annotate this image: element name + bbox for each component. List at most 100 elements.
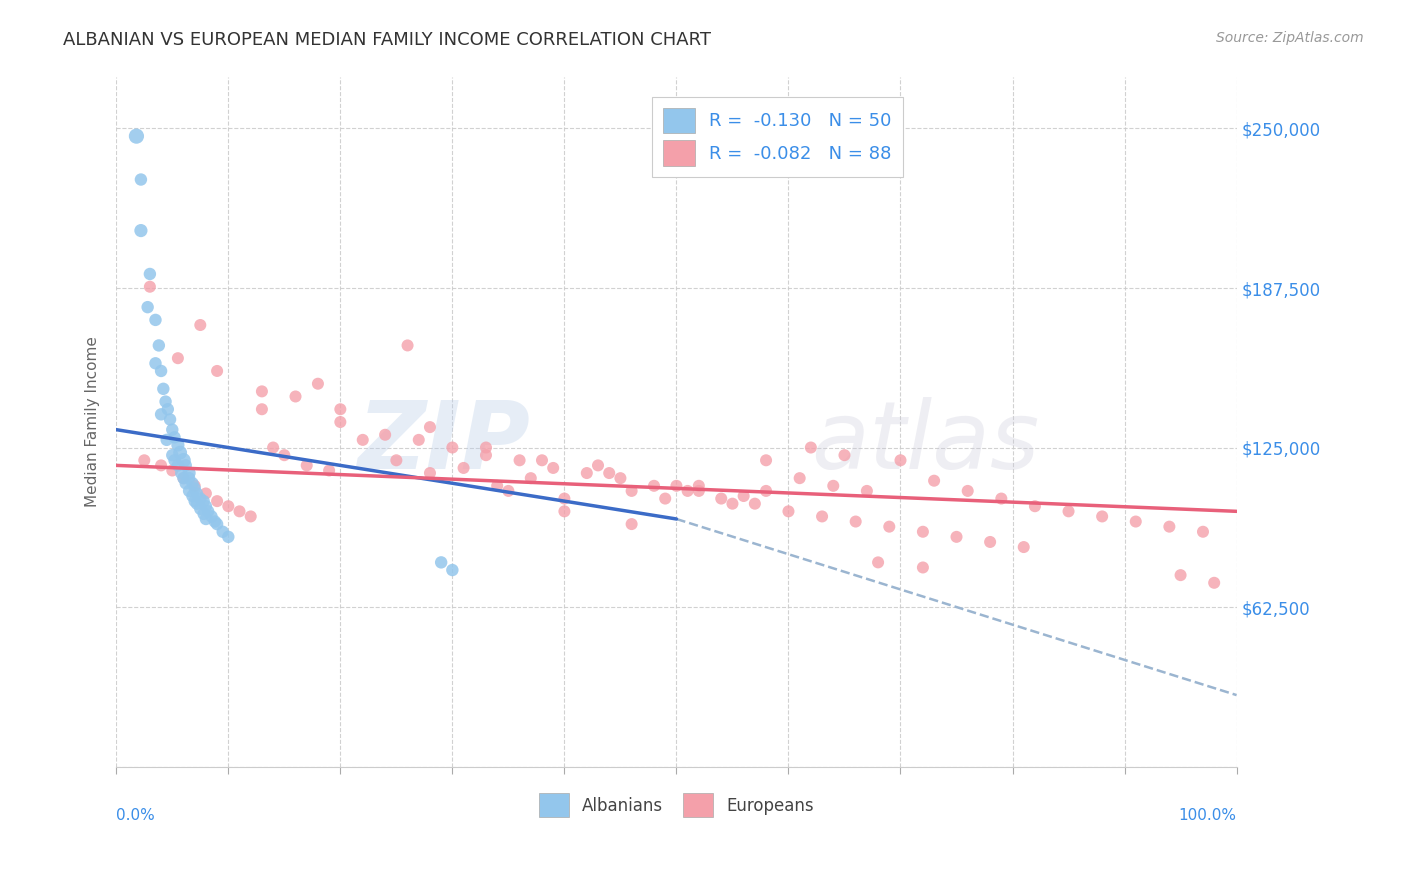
Point	[156, 433, 179, 447]
Point	[167, 438, 190, 452]
Text: ALBANIAN VS EUROPEAN MEDIAN FAMILY INCOME CORRELATION CHART: ALBANIAN VS EUROPEAN MEDIAN FAMILY INCOM…	[63, 31, 711, 49]
Point	[889, 453, 911, 467]
Point	[486, 479, 509, 493]
Point	[200, 509, 222, 524]
Point	[193, 507, 215, 521]
Point	[129, 223, 152, 237]
Point	[419, 466, 441, 480]
Point	[163, 430, 186, 444]
Point	[273, 448, 295, 462]
Point	[811, 509, 834, 524]
Point	[845, 515, 868, 529]
Point	[162, 448, 184, 462]
Point	[620, 517, 643, 532]
Point	[139, 267, 162, 281]
Point	[136, 300, 159, 314]
Point	[688, 479, 710, 493]
Point	[396, 338, 419, 352]
Point	[250, 384, 273, 399]
Point	[186, 486, 208, 500]
Text: atlas: atlas	[811, 397, 1039, 488]
Point	[262, 441, 284, 455]
Point	[183, 481, 205, 495]
Legend: Albanians, Europeans: Albanians, Europeans	[531, 787, 821, 823]
Point	[441, 441, 464, 455]
Point	[284, 389, 307, 403]
Point	[295, 458, 318, 473]
Point	[177, 483, 200, 498]
Point	[188, 491, 211, 506]
Point	[239, 509, 262, 524]
Point	[979, 535, 1001, 549]
Point	[509, 453, 531, 467]
Point	[181, 476, 204, 491]
Point	[956, 483, 979, 498]
Point	[823, 479, 845, 493]
Point	[177, 466, 200, 480]
Point	[654, 491, 676, 506]
Point	[129, 172, 152, 186]
Point	[183, 494, 205, 508]
Point	[430, 555, 453, 569]
Point	[173, 471, 195, 485]
Point	[217, 530, 239, 544]
Point	[329, 402, 352, 417]
Point	[676, 483, 699, 498]
Point	[307, 376, 329, 391]
Point	[162, 463, 184, 477]
Point	[598, 466, 620, 480]
Point	[609, 471, 631, 485]
Point	[541, 461, 564, 475]
Point	[530, 453, 553, 467]
Point	[211, 524, 233, 539]
Point	[643, 479, 665, 493]
Point	[186, 497, 208, 511]
Point	[205, 494, 228, 508]
Point	[733, 489, 755, 503]
Point	[169, 445, 191, 459]
Point	[520, 471, 543, 485]
Point	[553, 491, 575, 506]
Point	[173, 453, 195, 467]
Point	[945, 530, 967, 544]
Point	[188, 318, 211, 332]
Point	[173, 471, 195, 485]
Point	[145, 356, 167, 370]
Point	[163, 453, 186, 467]
Point	[156, 402, 179, 417]
Point	[385, 453, 408, 467]
Point	[1024, 500, 1046, 514]
Point	[419, 420, 441, 434]
Point	[194, 486, 217, 500]
Point	[177, 471, 200, 485]
Point	[183, 479, 205, 493]
Point	[162, 423, 184, 437]
Point	[710, 491, 733, 506]
Point	[778, 504, 800, 518]
Point	[205, 517, 228, 532]
Point	[194, 500, 217, 514]
Point	[1192, 524, 1215, 539]
Point	[408, 433, 430, 447]
Point	[665, 479, 688, 493]
Text: 0.0%: 0.0%	[117, 808, 155, 823]
Point	[877, 519, 900, 533]
Text: 100.0%: 100.0%	[1178, 808, 1237, 823]
Point	[688, 483, 710, 498]
Point	[150, 364, 173, 378]
Point	[150, 408, 173, 422]
Point	[193, 494, 215, 508]
Point	[167, 351, 190, 366]
Point	[318, 463, 340, 477]
Point	[1170, 568, 1192, 582]
Point	[250, 402, 273, 417]
Point	[155, 394, 177, 409]
Point	[205, 364, 228, 378]
Point	[755, 453, 778, 467]
Point	[181, 489, 204, 503]
Point	[174, 458, 197, 473]
Point	[352, 433, 374, 447]
Point	[139, 279, 162, 293]
Point	[217, 500, 239, 514]
Point	[170, 466, 193, 480]
